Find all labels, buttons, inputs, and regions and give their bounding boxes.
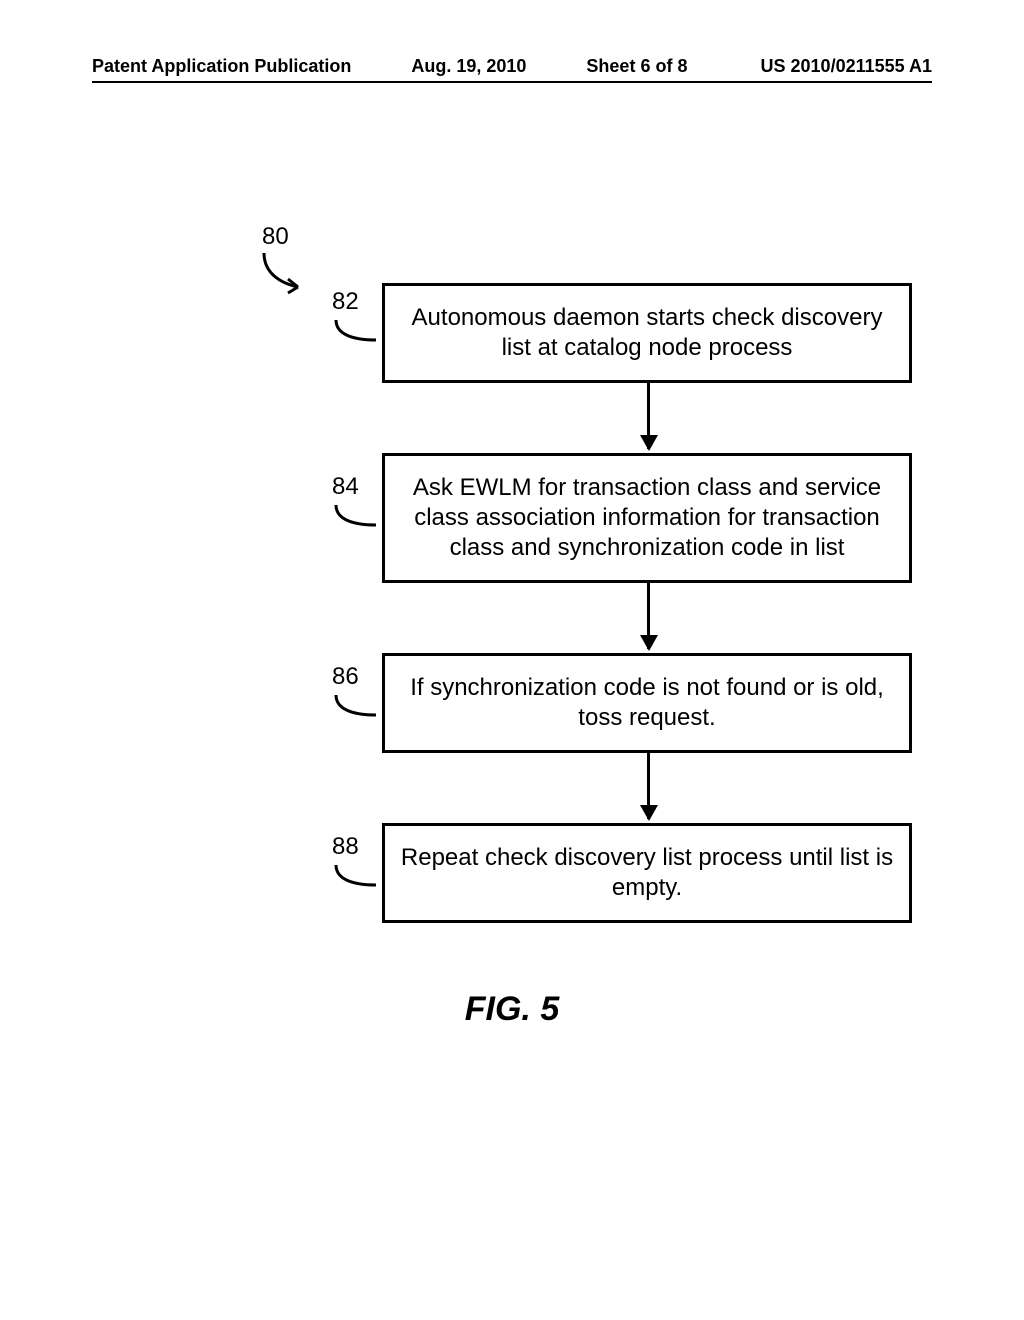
ref-84-leader-icon — [332, 501, 382, 531]
step-84-box: Ask EWLM for transaction class and servi… — [382, 453, 912, 583]
arrow-86-88 — [647, 753, 650, 819]
ref-80-leader-icon — [262, 251, 312, 295]
ref-88-label: 88 — [332, 833, 359, 860]
ref-88-leader-icon — [332, 861, 382, 891]
ref-84-label: 84 — [332, 473, 359, 500]
ref-82-leader-icon — [332, 316, 382, 346]
ref-80-label: 80 — [262, 223, 289, 250]
step-84-text: Ask EWLM for transaction class and servi… — [399, 473, 895, 563]
ref-88: 88 — [332, 833, 382, 891]
ref-86: 86 — [332, 663, 382, 721]
arrow-84-86 — [647, 583, 650, 649]
page: Patent Application Publication Aug. 19, … — [0, 0, 1024, 1320]
header-publication: Patent Application Publication — [92, 56, 351, 77]
page-header: Patent Application Publication Aug. 19, … — [92, 56, 932, 83]
ref-80: 80 — [262, 223, 312, 295]
step-86-box: If synchronization code is not found or … — [382, 653, 912, 753]
step-88-text: Repeat check discovery list process unti… — [399, 843, 895, 903]
flowchart: 80 82 Autonomous daemon starts check dis… — [92, 223, 932, 983]
header-sheet: Sheet 6 of 8 — [586, 56, 687, 77]
ref-82: 82 — [332, 288, 382, 346]
figure-caption: FIG. 5 — [0, 990, 1024, 1029]
step-82-text: Autonomous daemon starts check discovery… — [399, 303, 895, 363]
step-82-box: Autonomous daemon starts check discovery… — [382, 283, 912, 383]
header-date: Aug. 19, 2010 — [411, 56, 526, 77]
ref-82-label: 82 — [332, 288, 359, 315]
ref-84: 84 — [332, 473, 382, 531]
arrow-82-84 — [647, 383, 650, 449]
ref-86-label: 86 — [332, 663, 359, 690]
ref-86-leader-icon — [332, 691, 382, 721]
header-pubno: US 2010/0211555 A1 — [729, 56, 932, 77]
step-88-box: Repeat check discovery list process unti… — [382, 823, 912, 923]
step-86-text: If synchronization code is not found or … — [399, 673, 895, 733]
